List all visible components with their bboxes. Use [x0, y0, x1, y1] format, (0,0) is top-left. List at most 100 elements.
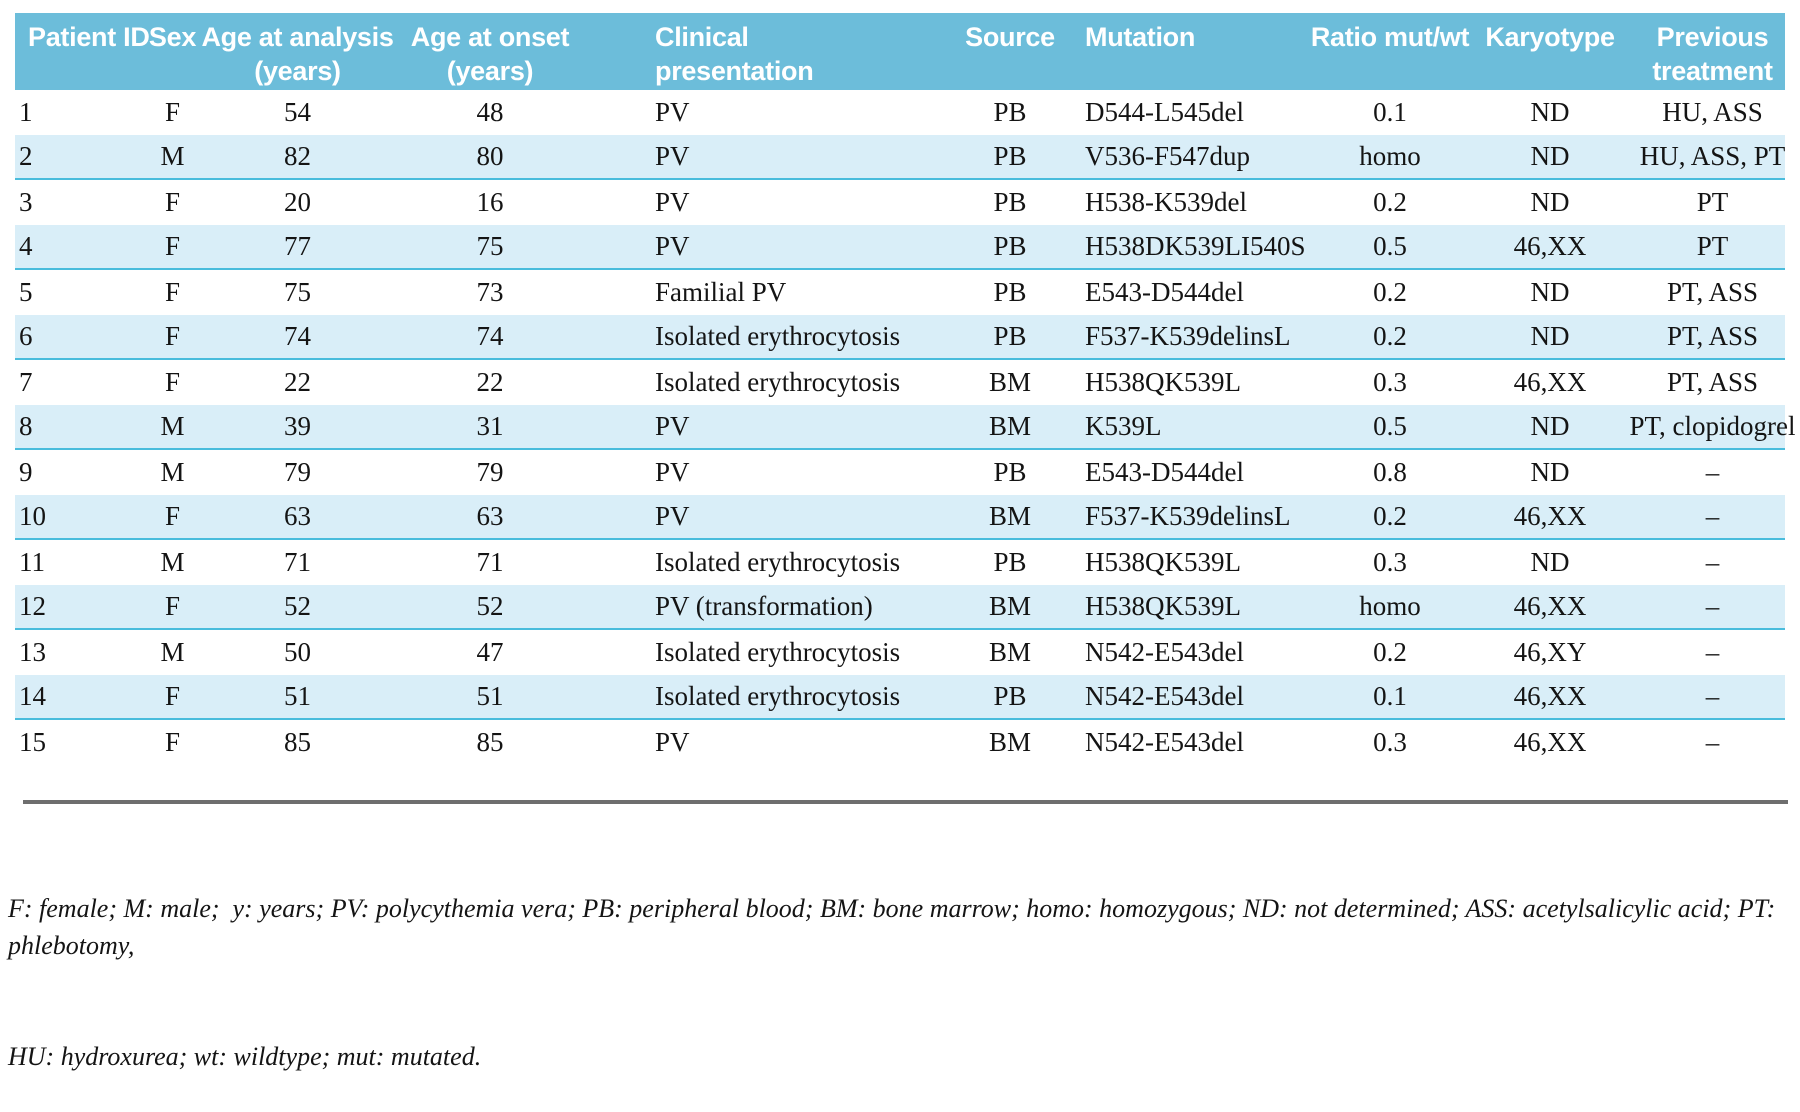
cell-previous-treatment: – [1705, 727, 1720, 757]
cell-source: PB [993, 277, 1027, 307]
cell-mutation: F537-K539delinsL [1085, 321, 1291, 351]
footnote-line-2: HU: hydroxurea; wt: wildtype; mut: mutat… [8, 1042, 482, 1071]
cell-age-at-analysis: 82 [284, 141, 311, 171]
cell-source: PB [993, 187, 1027, 217]
cell-karyotype: 46,XX [1513, 501, 1587, 531]
cell-karyotype: ND [1530, 97, 1570, 127]
cell-patient-id: 6 [19, 321, 33, 351]
cell-ratio-mut-wt: 0.5 [1373, 411, 1407, 441]
cell-sex: F [164, 321, 181, 351]
cell-karyotype: ND [1530, 187, 1570, 217]
cell-previous-treatment: – [1705, 547, 1720, 577]
col-header-patient-id: Patient ID [28, 22, 150, 52]
cell-previous-treatment: PT [1696, 187, 1729, 217]
cell-mutation: N542-E543del [1085, 727, 1244, 757]
cell-previous-treatment: PT, ASS [1666, 321, 1759, 351]
cell-sex: M [160, 141, 185, 171]
cell-previous-treatment: – [1705, 681, 1720, 711]
cell-mutation: E543-D544del [1085, 277, 1244, 307]
cell-patient-id: 5 [19, 277, 33, 307]
cell-karyotype: ND [1530, 457, 1570, 487]
col-header-age-at-onset: Age at onset (years) [410, 22, 570, 86]
cell-mutation: H538QK539L [1085, 591, 1241, 621]
cell-previous-treatment: HU, ASS [1662, 97, 1763, 127]
table-row: 12 F 52 52 PV (transformation) BM H538QK… [15, 585, 1785, 630]
cell-sex: F [164, 501, 181, 531]
col-header-age-at-analysis: Age at analysis (years) [201, 22, 394, 86]
cell-previous-treatment: PT, ASS [1666, 367, 1759, 397]
cell-source: BM [988, 501, 1032, 531]
cell-mutation: H538QK539L [1085, 367, 1241, 397]
cell-karyotype: 46,XY [1513, 637, 1587, 667]
cell-source: PB [993, 681, 1027, 711]
cell-source: PB [993, 457, 1027, 487]
col-header-sex: Sex [148, 22, 197, 52]
cell-ratio-mut-wt: 0.2 [1373, 277, 1407, 307]
cell-source: PB [993, 231, 1027, 261]
patient-table: Patient ID Sex Age at analysis (years) A… [15, 13, 1795, 765]
cell-previous-treatment: – [1705, 501, 1720, 531]
cell-ratio-mut-wt: homo [1359, 591, 1421, 621]
cell-mutation: D544-L545del [1085, 97, 1244, 127]
cell-age-at-analysis: 74 [284, 321, 311, 351]
cell-previous-treatment: – [1705, 457, 1720, 487]
cell-age-at-onset: 75 [476, 231, 504, 261]
cell-age-at-onset: 47 [476, 637, 504, 667]
cell-clinical-presentation: PV [655, 97, 690, 127]
cell-ratio-mut-wt: 0.3 [1373, 367, 1407, 397]
cell-patient-id: 4 [19, 231, 33, 261]
cell-sex: F [164, 681, 181, 711]
cell-sex: F [164, 187, 181, 217]
cell-source: PB [993, 321, 1027, 351]
table-footnote: F: female; M: male; y: years; PV: polycy… [8, 816, 1800, 1112]
cell-sex: M [160, 411, 185, 441]
cell-sex: M [160, 637, 185, 667]
cell-sex: F [164, 727, 181, 757]
table-row: 7 F 22 22 Isolated erythrocytosis BM H53… [15, 360, 1785, 405]
table-row: 8 M 39 31 PV BM K539L 0.5 ND PT, clopido… [15, 405, 1795, 450]
cell-source: BM [988, 637, 1032, 667]
cell-mutation: H538DK539LI540S [1085, 231, 1306, 261]
cell-mutation: F537-K539delinsL [1085, 501, 1291, 531]
cell-mutation: V536-F547dup [1085, 141, 1251, 171]
cell-source: BM [988, 411, 1032, 441]
cell-mutation: N542-E543del [1085, 681, 1244, 711]
cell-age-at-onset: 79 [476, 457, 504, 487]
cell-clinical-presentation: PV [655, 501, 690, 531]
cell-patient-id: 15 [19, 727, 46, 757]
cell-age-at-analysis: 63 [284, 501, 311, 531]
cell-ratio-mut-wt: 0.1 [1373, 681, 1407, 711]
cell-sex: F [164, 367, 181, 397]
cell-karyotype: ND [1530, 141, 1570, 171]
cell-clinical-presentation: PV (transformation) [655, 591, 873, 621]
col-header-clinical-presentation: Clinical presentation [655, 22, 814, 86]
cell-age-at-analysis: 20 [284, 187, 311, 217]
cell-mutation: H538QK539L [1085, 547, 1241, 577]
cell-age-at-analysis: 51 [284, 681, 311, 711]
cell-sex: F [164, 97, 181, 127]
cell-karyotype: 46,XX [1513, 727, 1587, 757]
table-body: 1 F 54 48 PV PB D544-L545del 0.1 ND HU, … [15, 90, 1795, 765]
cell-age-at-onset: 22 [476, 367, 504, 397]
cell-patient-id: 11 [19, 547, 45, 577]
cell-previous-treatment: PT, ASS [1666, 277, 1759, 307]
cell-age-at-analysis: 79 [284, 457, 311, 487]
cell-mutation: H538-K539del [1085, 187, 1247, 217]
cell-ratio-mut-wt: 0.1 [1373, 97, 1407, 127]
col-header-previous-treatment: Previous treatment [1652, 22, 1773, 86]
cell-source: BM [988, 727, 1032, 757]
cell-patient-id: 14 [19, 681, 46, 711]
cell-previous-treatment: HU, ASS, PT [1639, 141, 1786, 171]
cell-patient-id: 12 [19, 591, 46, 621]
cell-age-at-onset: 51 [476, 681, 504, 711]
col-header-ratio-mut-wt: Ratio mut/wt [1310, 22, 1470, 52]
cell-age-at-onset: 16 [476, 187, 504, 217]
cell-previous-treatment: PT [1696, 231, 1729, 261]
cell-patient-id: 10 [19, 501, 46, 531]
col-header-karyotype: Karyotype [1485, 22, 1615, 52]
cell-age-at-onset: 52 [476, 591, 504, 621]
cell-ratio-mut-wt: 0.5 [1373, 231, 1407, 261]
cell-patient-id: 3 [19, 187, 33, 217]
cell-karyotype: ND [1530, 547, 1570, 577]
cell-sex: F [164, 591, 181, 621]
